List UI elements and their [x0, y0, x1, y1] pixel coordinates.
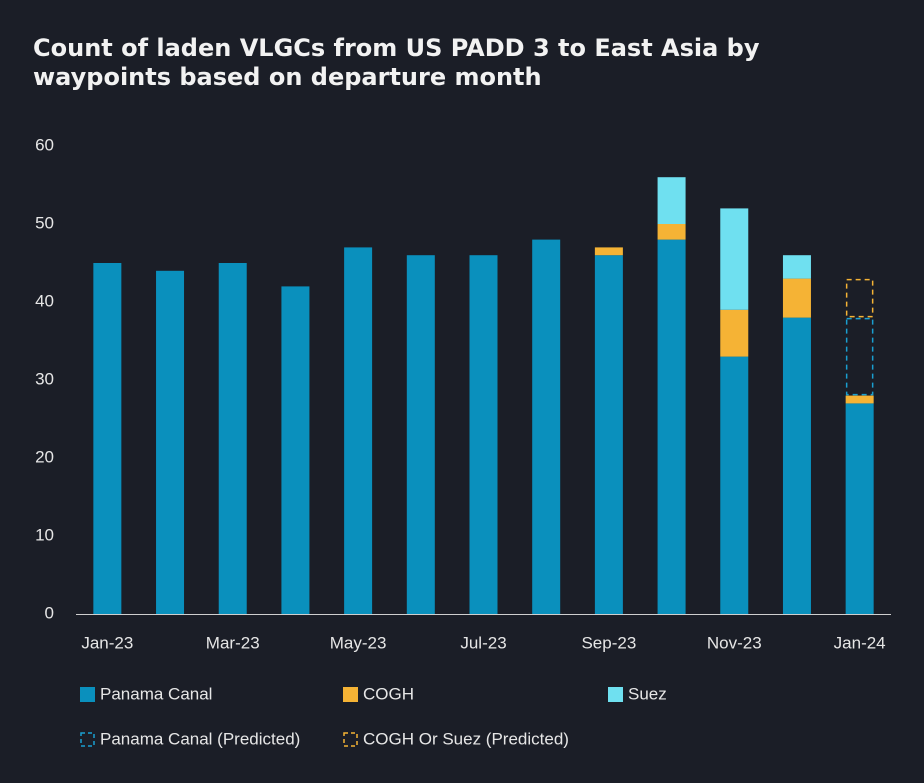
y-tick-label: 10 [35, 525, 54, 544]
bar-segment [720, 356, 749, 614]
legend-label: Panama Canal (Predicted) [100, 729, 300, 748]
x-tick-label: Jan-23 [81, 633, 133, 652]
bar-segment [845, 403, 874, 614]
bar-segment [657, 177, 686, 224]
bar-segment [594, 255, 623, 614]
bar-segment [782, 278, 811, 318]
bar-segment [720, 208, 749, 310]
bar-segment [594, 247, 623, 256]
x-tick-label: May-23 [330, 633, 387, 652]
bar-segment [782, 255, 811, 279]
y-tick-label: 40 [35, 291, 54, 310]
y-tick-label: 60 [35, 135, 54, 154]
bar-segment [344, 247, 373, 614]
bar-segment [469, 255, 498, 614]
bar-segment [657, 224, 686, 240]
y-tick-label: 30 [35, 369, 54, 388]
legend-swatch [343, 732, 358, 747]
bar-segment [657, 239, 686, 614]
legend-label: Panama Canal [100, 684, 212, 703]
bar-segment [218, 263, 247, 614]
bar-segment [782, 317, 811, 614]
y-tick-label: 0 [45, 603, 54, 622]
legend-swatch [343, 687, 358, 702]
legend-swatch [80, 687, 95, 702]
bar-segment [156, 270, 185, 614]
legend-label: COGH [363, 684, 414, 703]
bar-segment [406, 255, 435, 614]
predicted-bar-segment [845, 278, 874, 318]
x-tick-label: Jul-23 [460, 633, 506, 652]
bar-segment [720, 309, 749, 357]
x-tick-label: Jan-24 [834, 633, 886, 652]
bar-segment [845, 395, 874, 404]
chart-title: Count of laden VLGCs from US PADD 3 to E… [33, 34, 760, 91]
x-tick-label: Sep-23 [581, 633, 636, 652]
legend-swatch [80, 732, 95, 747]
x-tick-label: Nov-23 [707, 633, 762, 652]
bar-segment [93, 263, 122, 614]
legend-swatch [608, 687, 623, 702]
x-tick-label: Mar-23 [206, 633, 260, 652]
y-tick-label: 50 [35, 213, 54, 232]
predicted-bar-segment [845, 317, 874, 396]
y-tick-label: 20 [35, 447, 54, 466]
legend-label: Suez [628, 684, 667, 703]
legend-label: COGH Or Suez (Predicted) [363, 729, 569, 748]
bar-segment [281, 286, 310, 614]
bar-segment [532, 239, 561, 614]
